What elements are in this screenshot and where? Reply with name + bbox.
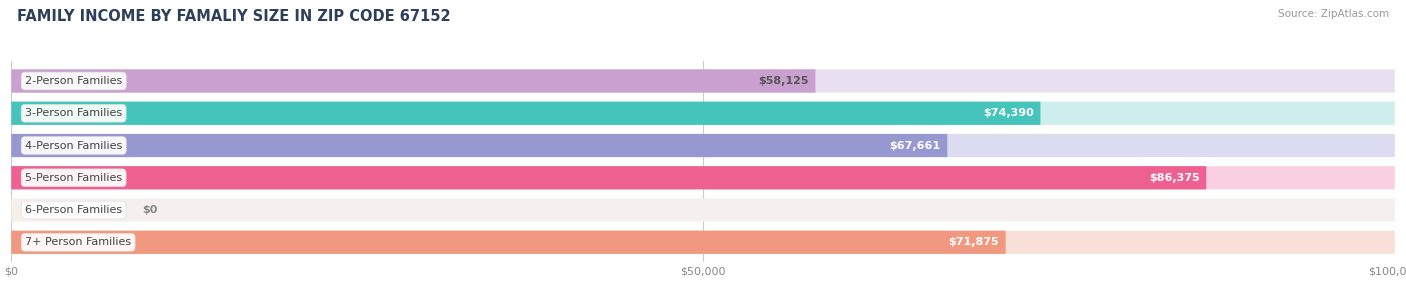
FancyBboxPatch shape	[11, 231, 1005, 254]
FancyBboxPatch shape	[11, 166, 1206, 189]
FancyBboxPatch shape	[11, 70, 1395, 93]
Text: 7+ Person Families: 7+ Person Families	[25, 237, 131, 247]
FancyBboxPatch shape	[11, 231, 1395, 254]
Text: $74,390: $74,390	[983, 108, 1033, 118]
Text: 6-Person Families: 6-Person Families	[25, 205, 122, 215]
FancyBboxPatch shape	[11, 102, 1040, 125]
FancyBboxPatch shape	[11, 134, 1395, 157]
Text: $86,375: $86,375	[1149, 173, 1199, 183]
FancyBboxPatch shape	[11, 166, 1395, 189]
Text: $67,661: $67,661	[890, 141, 941, 151]
Text: FAMILY INCOME BY FAMALIY SIZE IN ZIP CODE 67152: FAMILY INCOME BY FAMALIY SIZE IN ZIP COD…	[17, 9, 450, 24]
Text: Source: ZipAtlas.com: Source: ZipAtlas.com	[1278, 9, 1389, 19]
FancyBboxPatch shape	[11, 102, 1395, 125]
Text: 5-Person Families: 5-Person Families	[25, 173, 122, 183]
Text: $71,875: $71,875	[948, 237, 998, 247]
Text: $0: $0	[142, 205, 157, 215]
Text: 4-Person Families: 4-Person Families	[25, 141, 122, 151]
Text: 2-Person Families: 2-Person Families	[25, 76, 122, 86]
Text: 3-Person Families: 3-Person Families	[25, 108, 122, 118]
FancyBboxPatch shape	[11, 199, 1395, 222]
FancyBboxPatch shape	[11, 134, 948, 157]
FancyBboxPatch shape	[11, 70, 815, 93]
Text: $58,125: $58,125	[758, 76, 808, 86]
